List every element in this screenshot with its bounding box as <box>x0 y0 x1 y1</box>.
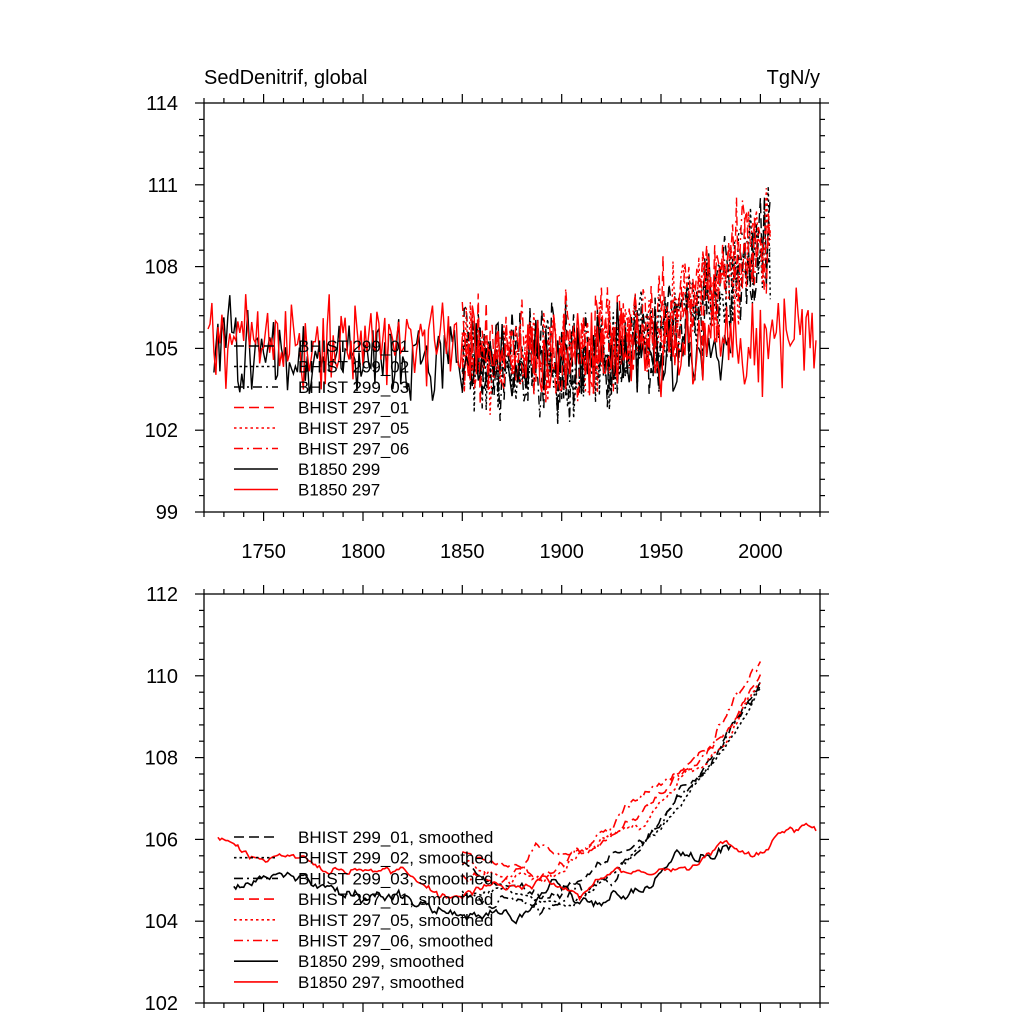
legend-label: BHIST 297_01, smoothed <box>298 890 493 909</box>
series-line-bottom-4 <box>462 674 762 881</box>
top-panel: SedDenitrif, global TgN/y 1750 1800 1850 19… <box>145 67 829 563</box>
plot-frame <box>203 593 821 1004</box>
y-tick-label: 104 <box>145 911 178 933</box>
series-line-bottom-3 <box>462 681 762 916</box>
plot-frame <box>203 102 821 513</box>
y-tick-label: 105 <box>145 338 178 360</box>
top-series-group <box>207 186 817 424</box>
x-tick-label: 1900 <box>539 541 584 563</box>
legend-label: BHIST 299_02, smoothed <box>298 849 493 868</box>
legend-label: BHIST 297_05, smoothed <box>298 911 493 930</box>
top-title-right: TgN/y <box>767 67 820 89</box>
legend-label: BHIST 299_01, smoothed <box>298 828 493 847</box>
legend-label: BHIST 299_01 <box>298 337 409 356</box>
series-line-bottom-7 <box>233 844 732 925</box>
y-tick-label: 111 <box>148 175 178 197</box>
legend-label: BHIST 299_03 <box>298 378 409 397</box>
series-line-bottom-5 <box>462 682 761 886</box>
legend-label: B1850 299 <box>298 460 380 479</box>
x-tick-label: 2000 <box>738 541 783 563</box>
x-tick-label: 1800 <box>341 541 386 563</box>
y-tick-label: 106 <box>145 829 178 851</box>
legend-label: BHIST 297_01 <box>298 399 409 418</box>
x-tick-label: 1750 <box>241 541 286 563</box>
bottom-panel: 102 104 106 108 110 112 BHIST 299_01, smoothe… <box>145 584 829 1015</box>
x-tick-label: 1850 <box>440 541 485 563</box>
series-line-bottom-6 <box>461 661 762 886</box>
series-line-bottom-8 <box>217 822 817 902</box>
y-tick-label: 108 <box>145 748 178 770</box>
bottom-axes: 102 104 106 108 110 112 <box>145 584 829 1015</box>
top-axes: 1750 1800 1850 1900 1950 2000 99 102 105 108 111 11… <box>145 93 829 563</box>
bottom-series-group <box>217 661 817 925</box>
legend-label: BHIST 299_03, smoothed <box>298 869 493 888</box>
y-tick-label: 102 <box>145 993 178 1015</box>
y-tick-label: 110 <box>146 666 178 688</box>
y-tick-label: 99 <box>156 502 178 524</box>
y-tick-label: 112 <box>146 584 178 606</box>
legend-label: BHIST 299_02 <box>298 358 409 377</box>
x-tick-label: 1950 <box>639 541 684 563</box>
legend-label: B1850 299, smoothed <box>298 952 464 971</box>
series-line-bottom-2 <box>461 687 762 908</box>
top-title-left: SedDenitrif, global <box>204 67 367 89</box>
legend-label: BHIST 297_05 <box>298 419 409 438</box>
legend-label: BHIST 297_06 <box>298 440 409 459</box>
y-tick-label: 108 <box>145 257 178 279</box>
legend-label: B1850 297, smoothed <box>298 973 464 992</box>
y-tick-label: 114 <box>146 93 178 115</box>
series-line-top-6 <box>461 197 771 402</box>
y-tick-label: 102 <box>145 420 178 442</box>
series-line-top-8 <box>207 287 817 398</box>
legend-label: BHIST 297_06, smoothed <box>298 932 493 951</box>
bottom-legend: BHIST 299_01, smoothed BHIST 299_02, smoo… <box>234 828 493 992</box>
legend-label: B1850 297 <box>298 481 380 500</box>
